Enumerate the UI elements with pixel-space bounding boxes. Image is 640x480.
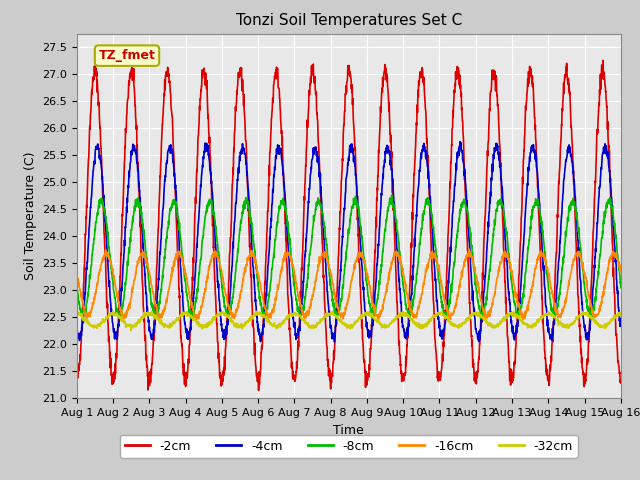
-32cm bbox=[502, 316, 509, 322]
-16cm bbox=[465, 246, 473, 252]
-16cm bbox=[374, 317, 382, 323]
Text: TZ_fmet: TZ_fmet bbox=[99, 49, 156, 62]
Line: -4cm: -4cm bbox=[77, 142, 621, 342]
-32cm bbox=[602, 321, 609, 326]
-4cm bbox=[602, 151, 609, 156]
-4cm bbox=[331, 339, 339, 345]
-4cm bbox=[73, 326, 81, 332]
-8cm bbox=[502, 226, 509, 231]
-16cm bbox=[602, 282, 609, 288]
-2cm bbox=[73, 374, 81, 380]
-16cm bbox=[100, 254, 108, 260]
Y-axis label: Soil Temperature (C): Soil Temperature (C) bbox=[24, 152, 36, 280]
-8cm bbox=[337, 298, 345, 303]
-2cm bbox=[602, 83, 609, 89]
-4cm bbox=[323, 279, 331, 285]
-8cm bbox=[73, 284, 81, 290]
Line: -8cm: -8cm bbox=[77, 195, 621, 320]
-2cm bbox=[323, 345, 331, 350]
-2cm bbox=[617, 380, 625, 385]
-2cm bbox=[502, 287, 509, 293]
-4cm bbox=[602, 146, 609, 152]
-32cm bbox=[602, 321, 609, 326]
-8cm bbox=[388, 192, 396, 198]
-32cm bbox=[73, 311, 81, 316]
-32cm bbox=[328, 308, 335, 314]
-4cm bbox=[338, 245, 346, 251]
-16cm bbox=[73, 272, 81, 278]
-8cm bbox=[587, 317, 595, 323]
-16cm bbox=[617, 267, 625, 273]
Line: -32cm: -32cm bbox=[77, 311, 621, 331]
-16cm bbox=[323, 255, 331, 261]
-2cm bbox=[599, 58, 607, 63]
-32cm bbox=[338, 319, 346, 324]
-8cm bbox=[602, 210, 609, 216]
-16cm bbox=[602, 277, 609, 283]
X-axis label: Time: Time bbox=[333, 424, 364, 437]
Line: -16cm: -16cm bbox=[77, 249, 621, 320]
-2cm bbox=[255, 387, 262, 393]
-2cm bbox=[338, 177, 346, 182]
-4cm bbox=[502, 244, 509, 250]
-4cm bbox=[617, 324, 625, 329]
-32cm bbox=[100, 317, 108, 323]
Line: -2cm: -2cm bbox=[77, 60, 621, 390]
-8cm bbox=[100, 205, 108, 211]
-2cm bbox=[602, 89, 609, 95]
-4cm bbox=[100, 209, 108, 215]
-4cm bbox=[456, 139, 464, 144]
-8cm bbox=[602, 209, 609, 215]
-2cm bbox=[100, 239, 108, 245]
-32cm bbox=[323, 310, 331, 316]
Title: Tonzi Soil Temperatures Set C: Tonzi Soil Temperatures Set C bbox=[236, 13, 462, 28]
-8cm bbox=[617, 285, 625, 290]
-16cm bbox=[502, 254, 509, 260]
-8cm bbox=[323, 244, 331, 250]
-16cm bbox=[337, 310, 345, 316]
-32cm bbox=[127, 328, 135, 334]
Legend: -2cm, -4cm, -8cm, -16cm, -32cm: -2cm, -4cm, -8cm, -16cm, -32cm bbox=[120, 435, 578, 458]
-32cm bbox=[617, 310, 625, 316]
